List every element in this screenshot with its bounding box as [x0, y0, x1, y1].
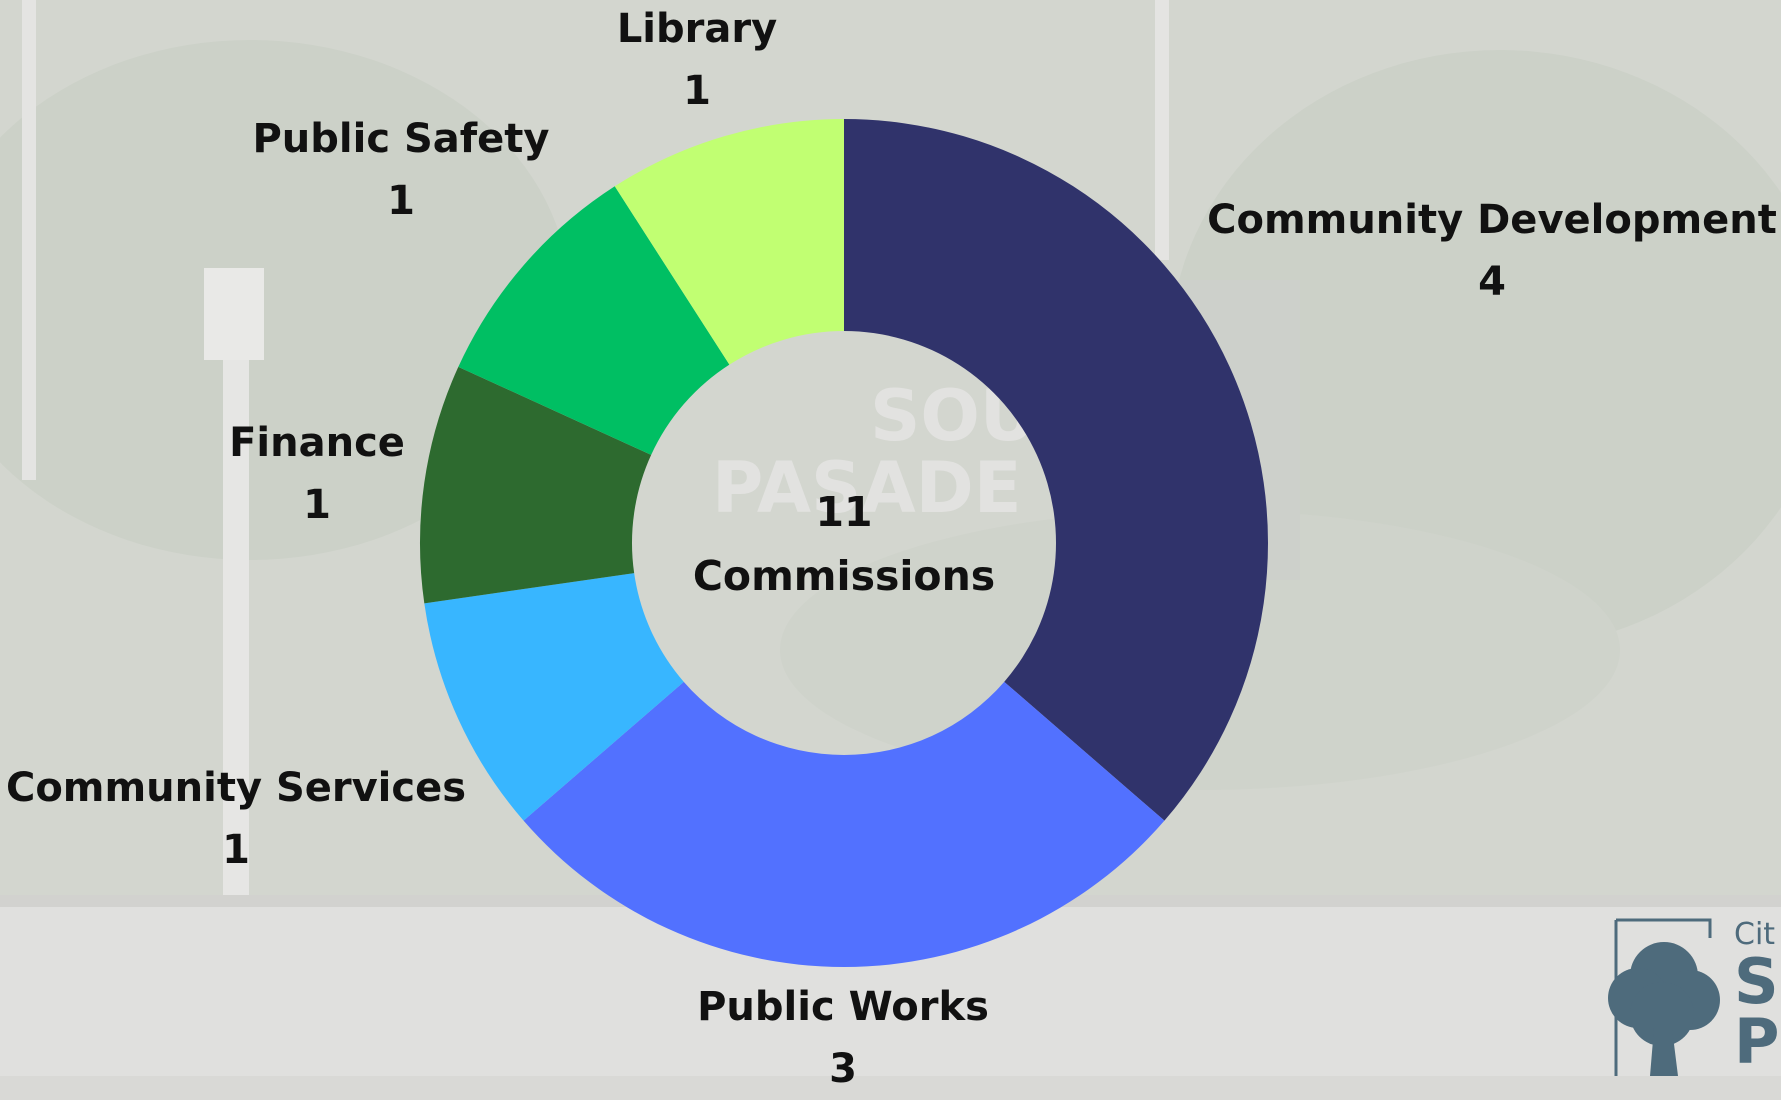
label-community-development: Community Development 4 [1207, 189, 1777, 313]
logo-text-s: S [1734, 945, 1779, 1018]
donut-chart [419, 119, 1268, 967]
label-community-services-value: 1 [222, 827, 250, 873]
label-finance: Finance 1 [229, 412, 405, 536]
label-community-services-name: Community Services [5, 765, 467, 811]
slice-library [614, 119, 844, 365]
donut-center-value: 11 [815, 488, 873, 536]
donut-center-text: Commissions [692, 552, 996, 600]
svg-text:PASADE: PASADE [712, 447, 1022, 529]
donut-center-label: 11 Commissions [693, 480, 995, 608]
slice-public-safety [458, 186, 730, 455]
label-finance-value: 1 [303, 482, 331, 528]
slice-community-services [424, 573, 684, 821]
label-finance-name: Finance [229, 420, 405, 466]
label-public-safety-value: 1 [387, 178, 415, 224]
label-library: Library 1 [617, 0, 777, 122]
label-library-name: Library [616, 6, 778, 52]
label-community-development-name: Community Development [1207, 197, 1777, 243]
logo-text: Cit S P [1734, 918, 1781, 1076]
slice-public-works [523, 681, 1165, 967]
label-public-safety: Public Safety 1 [252, 108, 549, 232]
slice-finance [419, 366, 652, 604]
label-public-works-value: 3 [829, 1046, 857, 1092]
label-community-services: Community Services 1 [6, 757, 466, 881]
logo-text-p: P [1734, 1005, 1780, 1076]
slice-community-development [844, 119, 1268, 821]
label-community-development-value: 4 [1478, 259, 1506, 305]
city-logo: Cit S P [1598, 918, 1781, 1076]
label-public-works: Public Works 3 [697, 976, 989, 1100]
label-public-safety-name: Public Safety [252, 116, 550, 162]
tree-logo-icon [1608, 918, 1720, 1076]
logo-text-city: Cit [1734, 918, 1776, 952]
label-public-works-name: Public Works [697, 984, 989, 1030]
label-library-value: 1 [683, 68, 711, 114]
